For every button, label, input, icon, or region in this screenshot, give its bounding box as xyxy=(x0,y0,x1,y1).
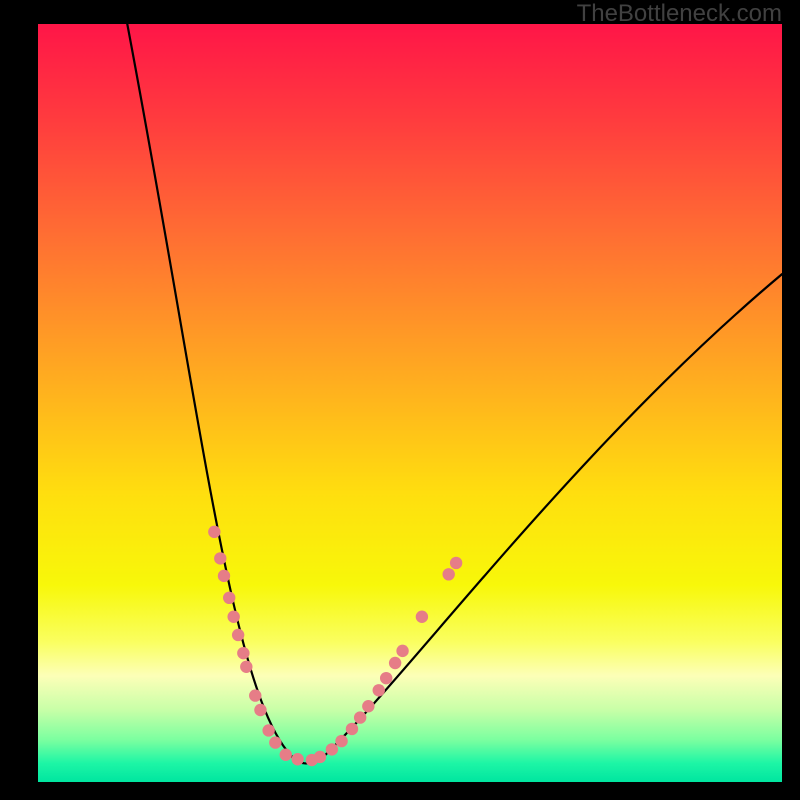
curve-marker xyxy=(346,723,358,735)
curve-marker xyxy=(314,751,326,763)
curve-marker xyxy=(373,684,385,696)
curve-marker xyxy=(218,570,230,582)
curve-marker xyxy=(223,592,235,604)
curve-marker xyxy=(416,611,428,623)
curve-marker xyxy=(450,557,462,569)
curve-marker xyxy=(326,743,338,755)
curve-marker xyxy=(380,672,392,684)
curve-marker xyxy=(291,753,303,765)
curve-marker xyxy=(227,611,239,623)
curve-marker xyxy=(249,689,261,701)
plot-area xyxy=(38,24,782,782)
curve-marker xyxy=(335,735,347,747)
chart-container: TheBottleneck.com xyxy=(0,0,800,800)
watermark-text: TheBottleneck.com xyxy=(577,0,782,28)
curve-marker xyxy=(389,657,401,669)
curve-marker xyxy=(208,526,220,538)
curve-layer xyxy=(38,24,782,782)
curve-marker xyxy=(214,552,226,564)
curve-marker xyxy=(362,700,374,712)
bottleneck-curve xyxy=(127,24,782,763)
curve-marker xyxy=(354,711,366,723)
curve-marker xyxy=(232,629,244,641)
curve-marker xyxy=(396,645,408,657)
curve-marker xyxy=(254,704,266,716)
curve-marker xyxy=(262,724,274,736)
curve-marker xyxy=(442,568,454,580)
curve-marker xyxy=(280,749,292,761)
curve-marker xyxy=(240,661,252,673)
curve-marker xyxy=(269,736,281,748)
curve-marker xyxy=(237,647,249,659)
